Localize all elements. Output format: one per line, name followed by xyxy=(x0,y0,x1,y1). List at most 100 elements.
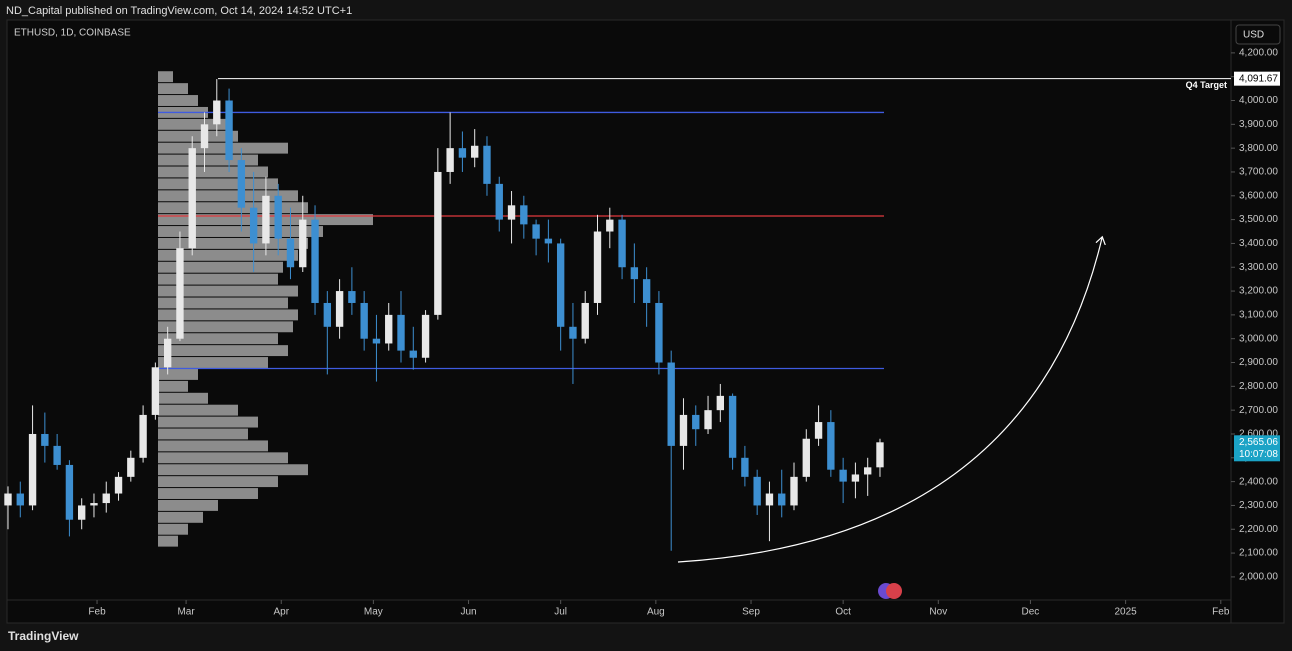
x-tick-label: Feb xyxy=(88,607,106,618)
candle-body xyxy=(581,302,589,339)
currency-box xyxy=(1235,24,1281,45)
candle-body xyxy=(102,493,110,504)
volume-profile-bar xyxy=(158,345,288,357)
volume-profile-bar xyxy=(158,297,288,309)
candle-body xyxy=(237,160,246,208)
candle-body xyxy=(397,314,405,351)
volume-profile-bar xyxy=(158,357,268,368)
candle-body xyxy=(299,219,307,268)
candle-body xyxy=(188,148,196,249)
candle-body xyxy=(593,231,602,303)
y-tick-label: 2,400.00 xyxy=(1239,476,1278,487)
volume-profile-bar xyxy=(158,321,293,333)
y-tick-label: 2,900.00 xyxy=(1239,357,1278,368)
candle-body xyxy=(556,243,565,327)
x-tick-label: Dec xyxy=(1022,607,1040,618)
candle-body xyxy=(606,219,614,232)
volume-profile-bar xyxy=(158,226,323,237)
candle-body xyxy=(814,422,823,439)
volume-profile-bar xyxy=(158,416,258,428)
candle-body xyxy=(839,469,847,482)
volume-profile-bar xyxy=(158,83,188,95)
event-icon xyxy=(886,583,902,599)
y-tick-label: 2,200.00 xyxy=(1239,524,1278,535)
volume-profile-bar xyxy=(158,118,228,130)
candle-body xyxy=(704,410,712,430)
volume-profile-bar xyxy=(158,309,298,321)
volume-profile-bar xyxy=(158,178,278,190)
volume-profile-bar xyxy=(158,535,178,547)
volume-profile-bar xyxy=(158,237,308,249)
x-tick-label: Mar xyxy=(177,607,195,618)
candle-body xyxy=(520,205,528,225)
volume-profile-bar xyxy=(158,261,283,273)
candle-body xyxy=(741,457,749,477)
countdown: 10:07:08 xyxy=(1239,449,1278,460)
candle-body xyxy=(446,148,454,172)
y-tick-label: 2,000.00 xyxy=(1239,572,1278,583)
candle-body xyxy=(127,457,135,477)
candle-body xyxy=(176,248,184,339)
price-tag xyxy=(1234,71,1280,86)
candle-body xyxy=(778,493,786,506)
volume-profile-bar xyxy=(158,452,288,464)
volume-profile-bar xyxy=(158,404,238,416)
x-tick-label: Nov xyxy=(929,607,947,618)
candle-body xyxy=(655,302,663,363)
y-tick-label: 2,800.00 xyxy=(1239,381,1278,392)
candle-body xyxy=(790,476,798,506)
candle-body xyxy=(372,338,381,344)
y-tick-label: 3,300.00 xyxy=(1239,262,1278,273)
candle-body xyxy=(618,219,626,268)
candle-body xyxy=(409,350,417,358)
volume-profile-bar xyxy=(158,249,298,261)
volume-profile-bar xyxy=(158,190,298,202)
candle-body xyxy=(114,476,123,494)
y-tick-label: 4,200.00 xyxy=(1239,48,1278,59)
volume-profile-bar xyxy=(158,476,278,488)
candle-body xyxy=(225,100,233,161)
volume-profile-bar xyxy=(158,130,238,142)
candle-body xyxy=(65,464,74,520)
candle-body xyxy=(827,422,835,470)
candle-body xyxy=(335,291,344,327)
candle-body xyxy=(78,505,86,520)
y-tick-label: 3,100.00 xyxy=(1239,310,1278,321)
candle-body xyxy=(139,414,147,458)
candle-body xyxy=(471,145,479,158)
y-tick-label: 3,700.00 xyxy=(1239,167,1278,178)
last-price-tag xyxy=(1234,435,1280,462)
header: ND_Capital published on TradingView.com,… xyxy=(6,5,352,17)
candle-body xyxy=(151,367,160,415)
currency: USD xyxy=(1243,30,1264,41)
volume-profile-bar xyxy=(158,380,188,392)
y-tick-label: 2,100.00 xyxy=(1239,548,1278,559)
y-tick-label: 3,800.00 xyxy=(1239,143,1278,154)
symbol: ETHUSD, 1D, COINBASE xyxy=(14,28,131,39)
candle-body xyxy=(434,171,442,315)
candle-body xyxy=(90,503,98,506)
volume-profile-bar xyxy=(158,523,188,535)
candle-body xyxy=(53,445,61,465)
x-tick-label: Apr xyxy=(273,607,289,618)
level-note: Q4 Target xyxy=(1186,80,1227,90)
y-tick-label: 3,500.00 xyxy=(1239,214,1278,225)
y-tick-label: 2,600.00 xyxy=(1239,429,1278,440)
y-tick-label: 4,000.00 xyxy=(1239,95,1278,106)
candle-body xyxy=(765,493,774,506)
y-tick-label: 2,300.00 xyxy=(1239,500,1278,511)
candle-body xyxy=(311,219,319,303)
candle-body xyxy=(679,414,688,446)
candle-body xyxy=(507,205,516,220)
volume-profile-bar xyxy=(158,428,248,440)
candle-body xyxy=(4,493,12,506)
volume-profile-bar xyxy=(158,71,173,83)
y-tick-label: 3,600.00 xyxy=(1239,190,1278,201)
candle-body xyxy=(642,279,651,303)
candle-body xyxy=(274,195,282,239)
volume-profile-bar xyxy=(158,273,278,285)
volume-profile-bar xyxy=(158,95,198,106)
candle-body xyxy=(323,302,332,327)
y-tick-label: 3,000.00 xyxy=(1239,333,1278,344)
